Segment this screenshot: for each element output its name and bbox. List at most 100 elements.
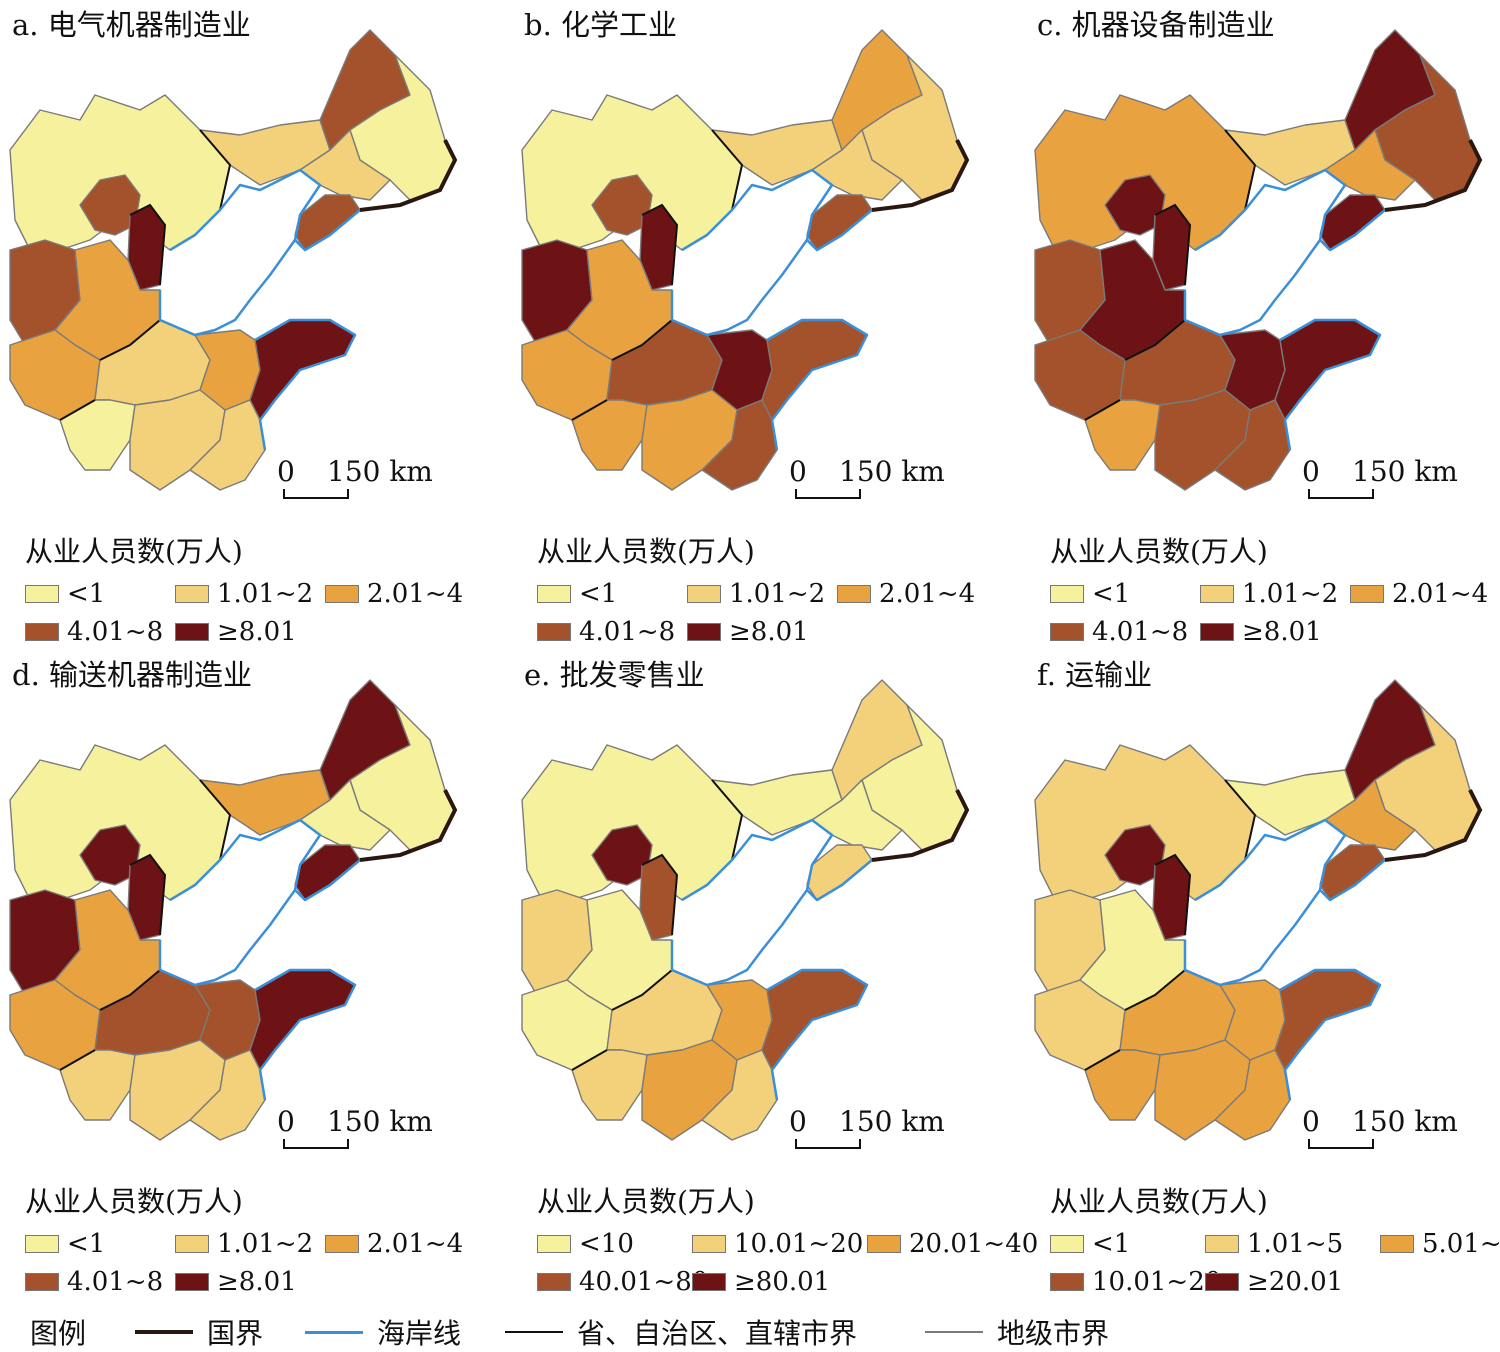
legend-swatch [325,1235,359,1253]
map-panel-b: b. 化学工业 0 150 km 从业人员数(万人) <1 1.01~2 2.01~4 4.0… [512,0,1012,648]
legend-label: ≥8.01 [1242,617,1322,647]
map-legend: 图例 国界 海岸线 省、自治区、直辖市界 地级市界 [0,1312,1500,1352]
legend-title: 从业人员数(万人) [25,1185,243,1218]
choropleth-map [1034,29,1483,491]
province-borders [59,779,232,1071]
scale-bar-line [283,489,349,499]
legend-label: 2.01~4 [1392,579,1489,609]
legend-swatch [25,1273,59,1291]
scale-distance: 150 km [1352,1105,1458,1138]
region-liaoning-c [811,129,903,201]
legend-swatch [537,1273,571,1291]
region-liaoning-e [1374,54,1481,201]
choropleth-map [521,29,970,491]
legend-coastline-label: 海岸线 [377,1317,462,1350]
scale-bar: 0 150 km [275,455,435,505]
legend-title: 从业人员数(万人) [25,535,243,568]
bohai-sea [672,170,832,335]
legend-item: <1 [537,578,617,610]
legend-label: 10.01~20 [734,1229,864,1259]
legend-swatch [175,1273,209,1291]
legend-swatch [25,623,59,641]
legend-label: 10.01~20 [1092,1267,1222,1297]
scale-distance: 150 km [327,1105,433,1138]
legend-province-border: 省、自治区、直辖市界 [505,1312,857,1352]
bohai-sea [160,170,320,335]
region-liaoning-e [861,54,968,201]
legend-swatch [692,1273,726,1291]
legend-coastline: 海岸线 [305,1312,461,1352]
legend-label: 4.01~8 [1092,617,1189,647]
legend-item: 1.01~2 [687,578,825,610]
scale-bar: 0 150 km [275,1105,435,1155]
legend-label: <1 [67,579,106,609]
scale-distance: 150 km [839,1105,945,1138]
legend-item: 1.01~2 [175,1228,313,1260]
legend-label: 4.01~8 [579,617,676,647]
legend-swatch [1205,1235,1239,1253]
scale-bar: 0 150 km [787,455,947,505]
legend-label: ≥80.01 [734,1267,831,1297]
legend-item: 20.01~40 [867,1228,1038,1260]
legend-swatch [1205,1273,1239,1291]
bohai-sea [1185,170,1345,335]
scale-zero: 0 [789,455,807,488]
legend-item: 2.01~4 [1350,578,1488,610]
legend-label: 4.01~8 [67,617,164,647]
legend-swatch [1050,1235,1084,1253]
coastline [158,818,361,1101]
legend-label: ≥20.01 [1247,1267,1344,1297]
panel-title: a. 电气机器制造业 [12,8,251,42]
scale-bar-line [1308,1139,1374,1149]
scale-distance: 150 km [1352,455,1458,488]
legend-item: <1 [1050,578,1130,610]
legend-item: 5.01~10 [1380,1228,1500,1260]
legend-item: 4.01~8 [25,616,163,648]
legend-label: 2.01~4 [367,1229,464,1259]
map-panel-a: a. 电气机器制造业 0 150 km 从业人员数(万人) <1 1.01~2 2.01~4… [0,0,500,648]
legend-swatch [837,585,871,603]
region-beijing [591,174,653,236]
legend-label: 1.01~2 [729,579,826,609]
province-border-line-icon [505,1331,563,1333]
legend-label: ≥8.01 [729,617,809,647]
legend-swatch [1200,585,1234,603]
legend-label: ≥8.01 [217,1267,297,1297]
legend-swatch [175,1235,209,1253]
region-liaoning-e [1374,704,1481,851]
scale-bar: 0 150 km [787,1105,947,1155]
legend-swatch [1200,623,1234,641]
bohai-sea [1185,820,1345,985]
country-border [359,139,458,212]
legend-swatch [692,1235,726,1253]
legend-item: 2.01~4 [325,1228,463,1260]
legend-title: 图例 [30,1317,87,1350]
legend-prefecture-border-label: 地级市界 [997,1317,1110,1350]
region-shandong-s3 [1214,1049,1291,1141]
coastline [1183,818,1386,1101]
legend-swatch [1050,585,1084,603]
legend-title: 从业人员数(万人) [1050,535,1268,568]
legend-item: ≥80.01 [692,1266,830,1298]
legend-item: 1.01~5 [1205,1228,1343,1260]
province-borders [571,779,744,1071]
region-liaoning-e [349,54,456,201]
legend-label: <10 [579,1229,634,1259]
scale-zero: 0 [277,455,295,488]
legend-item: 2.01~4 [325,578,463,610]
region-liaoning-c [811,779,903,851]
legend-item: <1 [1050,1228,1130,1260]
legend-item: 4.01~8 [25,1266,163,1298]
legend-label: 20.01~40 [909,1229,1039,1259]
region-shandong-s3 [701,399,778,491]
country-border [359,789,458,862]
map-panel-f: f. 运输业 0 150 km 从业人员数(万人) <1 1.01~5 5.01~10 10.… [1025,650,1500,1298]
scale-distance: 150 km [839,455,945,488]
legend-swatch [325,585,359,603]
legend-title: 从业人员数(万人) [537,535,755,568]
legend-country-border: 国界 [135,1312,263,1352]
legend-item: <10 [537,1228,634,1260]
prefecture-border-line-icon [925,1331,983,1333]
legend-item: 10.01~20 [692,1228,863,1260]
panel-title: e. 批发零售业 [524,658,705,692]
